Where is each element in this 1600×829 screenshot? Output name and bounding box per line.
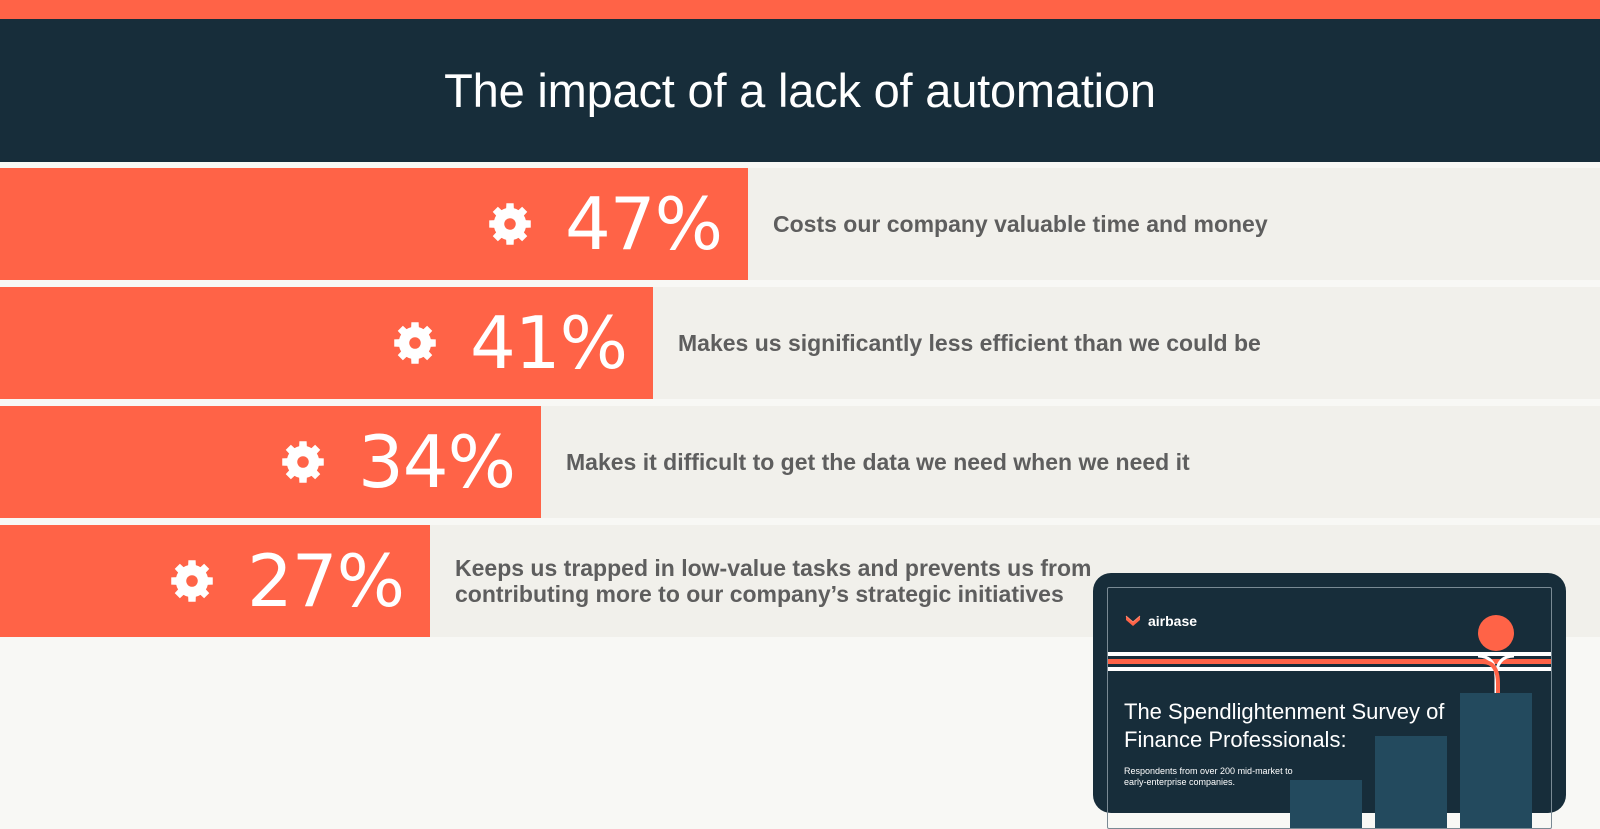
bar-value-label: 47% xyxy=(564,182,723,266)
bar: 27% xyxy=(0,525,430,637)
stripe-decoration xyxy=(1108,652,1551,698)
bar-value-group: 34% xyxy=(280,406,516,518)
bar-category-label: Makes us significantly less efficient th… xyxy=(678,330,1261,356)
bar: 41% xyxy=(0,287,653,399)
bar-category-label: Costs our company valuable time and mone… xyxy=(773,211,1268,237)
bar: 34% xyxy=(0,406,541,518)
bar-value-group: 41% xyxy=(392,287,628,399)
bar-value-label: 41% xyxy=(469,301,628,385)
sun-circle-decoration xyxy=(1478,615,1514,651)
cover-bar-decoration xyxy=(1460,693,1532,828)
bar-value-group: 27% xyxy=(169,525,405,637)
gear-icon xyxy=(282,441,324,483)
gear-hole xyxy=(504,218,516,230)
report-title: The Spendlightenment Survey of Finance P… xyxy=(1124,699,1445,752)
gear-hole xyxy=(186,575,198,587)
gear-icon xyxy=(171,560,213,602)
bar: 47% xyxy=(0,168,748,280)
bar-row: 47% Costs our company valuable time and … xyxy=(0,168,1600,280)
page-title: The impact of a lack of automation xyxy=(444,64,1156,117)
report-cover-card: airbase The Spendlightenment Survey of F… xyxy=(1093,573,1566,829)
gear-icon xyxy=(489,203,531,245)
airbase-logo-icon xyxy=(1125,615,1141,626)
bar-value-group: 47% xyxy=(487,168,723,280)
bar-row: 34% Makes it difficult to get the data w… xyxy=(0,406,1600,518)
report-cover: airbase The Spendlightenment Survey of F… xyxy=(1107,587,1552,829)
bar-category-label: Keeps us trapped in low-value tasks and … xyxy=(455,555,1092,607)
page-header: The impact of a lack of automation xyxy=(0,19,1600,162)
bar-value-label: 27% xyxy=(246,539,405,623)
bar-row: 27% Keeps us trapped in low-value tasks … xyxy=(0,525,1600,637)
gear-hole xyxy=(409,337,421,349)
brand-name: airbase xyxy=(1148,613,1198,629)
gear-hole xyxy=(297,456,309,468)
top-accent-strip xyxy=(0,0,1600,19)
bar-row: 41% Makes us significantly less efficien… xyxy=(0,287,1600,399)
brand: airbase xyxy=(1124,612,1197,630)
report-subtitle: Respondents from over 200 mid-market to … xyxy=(1124,766,1293,787)
bar-category-label: Makes it difficult to get the data we ne… xyxy=(566,449,1190,475)
bar-value-label: 34% xyxy=(357,420,516,504)
gear-icon xyxy=(394,322,436,364)
